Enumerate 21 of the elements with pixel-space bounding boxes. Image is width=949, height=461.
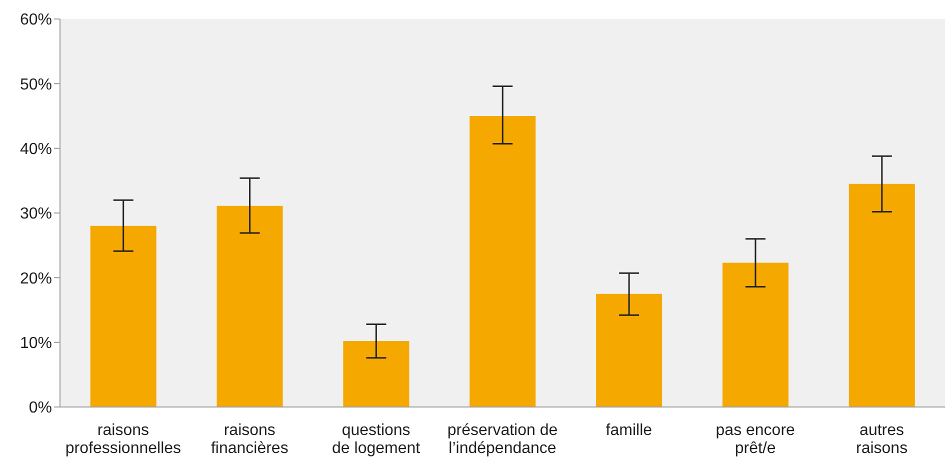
y-tick-label: 20%: [20, 270, 52, 288]
bar: [90, 226, 156, 407]
y-tick-label: 50%: [20, 76, 52, 94]
bar: [343, 341, 410, 407]
bar: [216, 206, 283, 407]
bar: [722, 262, 788, 407]
x-tick-label: autres raisons: [856, 422, 908, 457]
bar: [848, 184, 915, 407]
x-tick-label: pas encore prêt/e: [716, 422, 796, 457]
y-tick-label: 10%: [20, 335, 52, 352]
y-tick-label: 0%: [28, 400, 52, 417]
x-tick-label: raisons financières: [210, 422, 288, 457]
y-tick-label: 30%: [20, 206, 52, 223]
y-tick-label: 40%: [20, 141, 52, 158]
y-tick-label: 60%: [20, 12, 52, 29]
x-tick-label: raisons professionnelles: [65, 422, 182, 457]
x-tick-label: questions de logement: [332, 422, 421, 457]
x-tick-label: préservation de l’indépendance: [447, 422, 558, 457]
bar: [596, 294, 662, 407]
x-tick-label: famille: [606, 422, 652, 439]
bar: [470, 116, 536, 407]
